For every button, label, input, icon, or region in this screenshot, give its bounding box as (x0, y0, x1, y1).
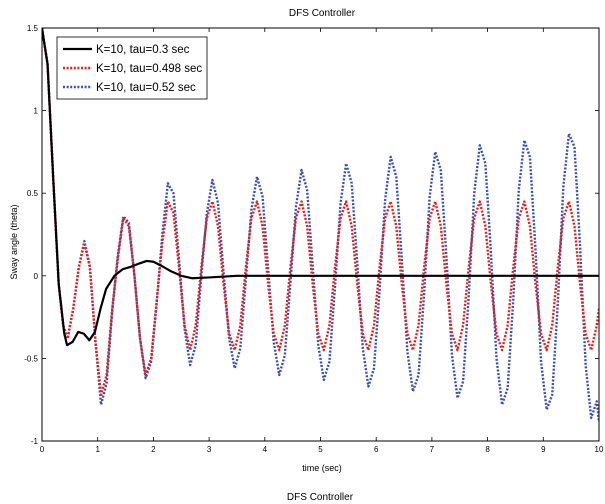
x-tick-label: 7 (430, 445, 435, 454)
x-tick-label: 8 (485, 445, 490, 454)
y-tick-label: 1.5 (27, 24, 39, 33)
x-tick-label: 2 (151, 445, 156, 454)
y-tick-label: 0.5 (27, 189, 39, 198)
x-tick-label: 5 (318, 445, 323, 454)
y-axis-label: Sway angle (theta) (9, 204, 19, 279)
x-tick-label: 1 (95, 445, 100, 454)
legend-label-2: K=10, tau=0.498 sec (96, 63, 202, 75)
y-tick-label: -0.5 (24, 354, 38, 363)
x-tick-label: 3 (207, 445, 212, 454)
y-tick-label: -1 (31, 437, 39, 446)
series-line-2 (42, 28, 599, 396)
x-axis-label: time (sec) (302, 463, 342, 473)
y-tick-label: 1 (34, 107, 39, 116)
footer-title: DFS Controller (287, 492, 354, 503)
legend: K=10, tau=0.3 sec K=10, tau=0.498 sec K=10… (56, 36, 208, 100)
x-tick-label: 9 (541, 445, 546, 454)
legend-label-1: K=10, tau=0.3 sec (96, 44, 190, 56)
x-tick-label: 0 (40, 445, 45, 454)
y-tick-label: 0 (34, 272, 39, 281)
axis-ticks: 0 1 2 3 4 5 6 7 8 9 10 -1 -0.5 0 0.5 1 1.5 (24, 24, 604, 454)
x-tick-label: 10 (595, 445, 604, 454)
x-tick-label: 4 (263, 445, 268, 454)
chart-title: DFS Controller (289, 8, 356, 19)
series-line-1 (42, 28, 599, 347)
legend-label-3: K=10, tau=0.52 sec (96, 82, 196, 94)
x-tick-label: 6 (374, 445, 379, 454)
